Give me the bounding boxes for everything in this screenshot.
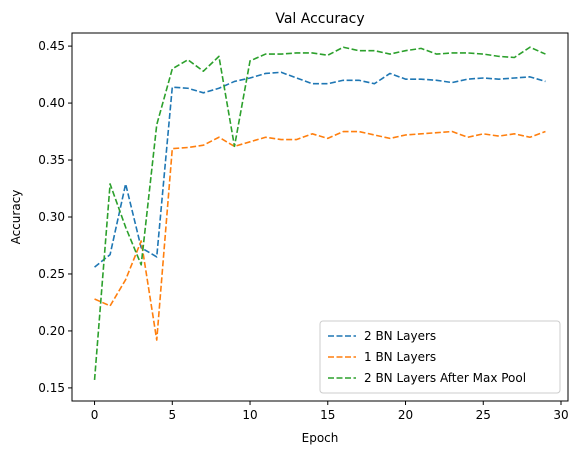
legend-box — [319, 320, 561, 394]
y-tick-label: 0.20 — [38, 324, 65, 338]
x-tick-label: 5 — [168, 408, 176, 422]
chart-title: Val Accuracy — [275, 11, 364, 27]
y-tick-label: 0.25 — [38, 267, 65, 281]
legend-label-3: 2 BN Layers After Max Pool — [364, 371, 526, 385]
y-axis-label: Accuracy — [9, 190, 23, 245]
y-tick-label: 0.35 — [38, 153, 65, 167]
x-tick-label: 10 — [242, 408, 257, 422]
y-tick-label: 0.40 — [38, 96, 65, 110]
legend-label-1: 2 BN Layers — [364, 329, 436, 343]
series-line-2 — [94, 130, 546, 341]
x-tick-label: 30 — [553, 408, 568, 422]
x-tick-label: 25 — [476, 408, 491, 422]
y-tick-label: 0.15 — [38, 381, 65, 395]
legend-label-2: 1 BN Layers — [364, 350, 436, 364]
series-line-3 — [93, 46, 546, 380]
y-tick-label: 0.30 — [38, 210, 65, 224]
x-axis: 0 5 10 15 20 25 30 — [91, 401, 569, 422]
y-tick-label: 0.45 — [38, 39, 65, 53]
x-tick-label: 20 — [398, 408, 413, 422]
x-tick-label: 0 — [91, 408, 99, 422]
x-axis-label: Epoch — [302, 431, 339, 445]
y-axis: 0.15 0.20 0.25 0.30 0.35 0.40 0.45 — [38, 39, 72, 395]
series-layer — [93, 46, 546, 380]
x-tick-label: 15 — [320, 408, 335, 422]
series-line-1 — [94, 71, 546, 268]
legend: 2 BN Layers 1 BN Layers 2 BN Layers After … — [319, 320, 561, 394]
